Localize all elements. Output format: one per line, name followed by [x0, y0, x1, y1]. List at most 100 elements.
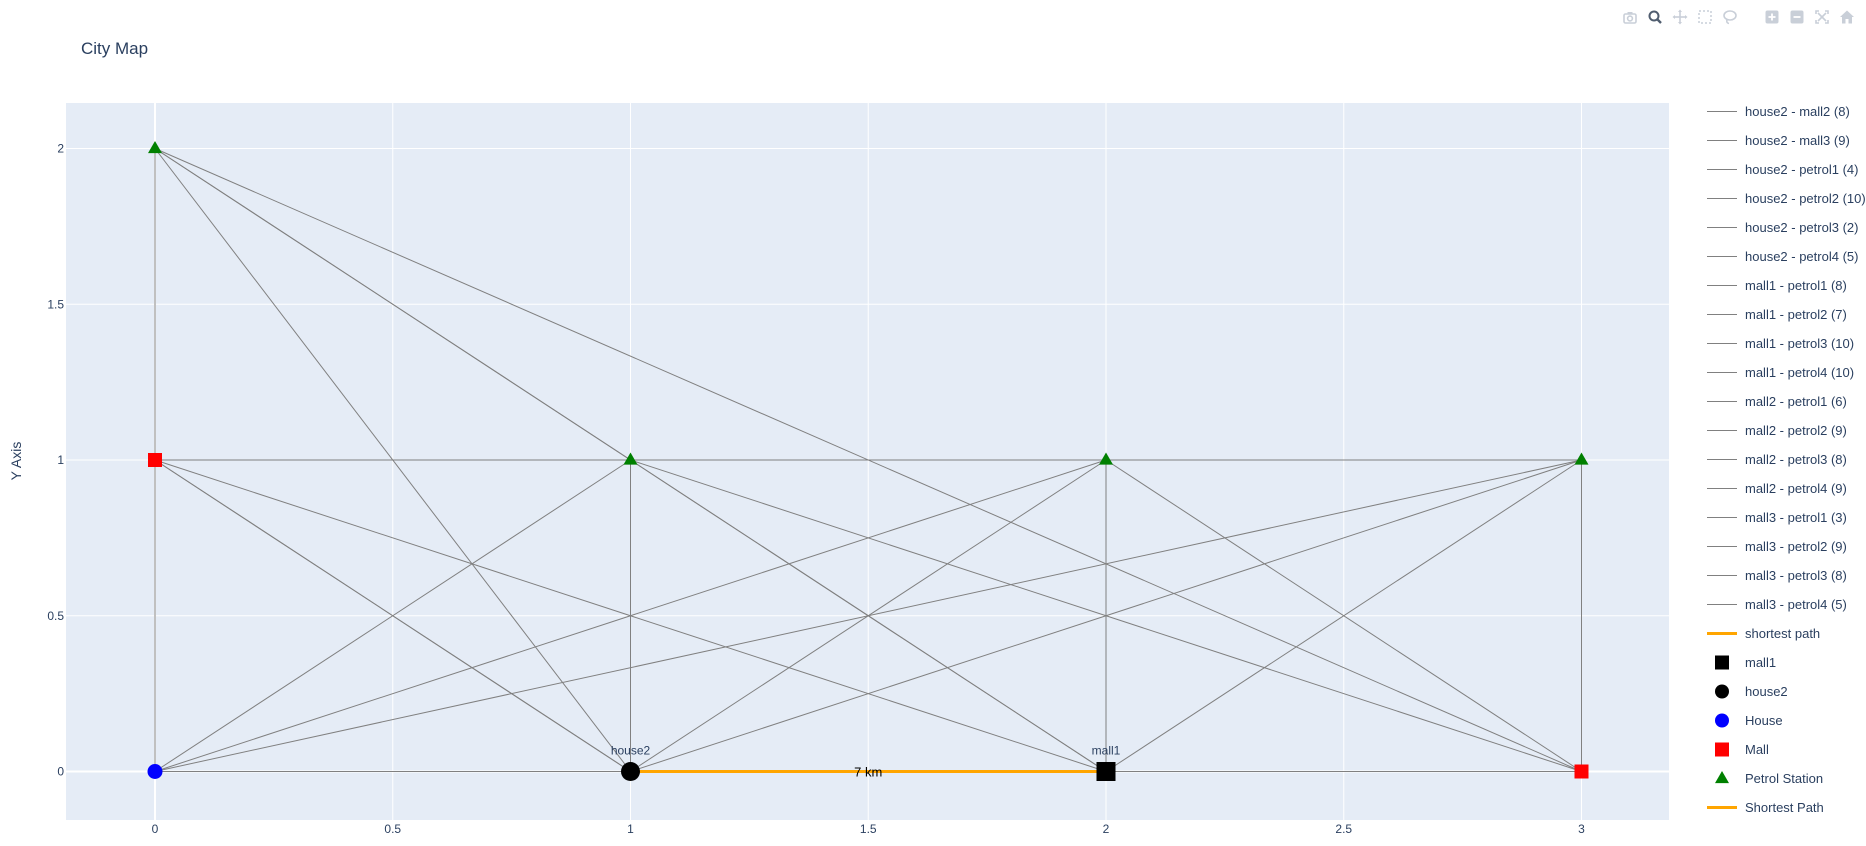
legend-item[interactable]: house2 - petrol1 (4)	[1703, 155, 1866, 184]
legend-item[interactable]: house2 - mall3 (9)	[1703, 126, 1866, 155]
legend-item[interactable]: house2 - petrol3 (2)	[1703, 213, 1866, 242]
legend-symbol	[1707, 169, 1737, 170]
legend-symbol	[1707, 372, 1737, 373]
edge-line[interactable]	[154, 148, 631, 461]
legend-item[interactable]: House	[1703, 706, 1866, 735]
legend-item[interactable]: mall1 - petrol4 (10)	[1703, 358, 1866, 387]
legend-label: house2 - petrol1 (4)	[1745, 162, 1859, 177]
house2-marker[interactable]	[621, 762, 640, 781]
nodes: mall1 house2	[147, 140, 1589, 781]
legend-item[interactable]: mall3 - petrol1 (3)	[1703, 503, 1866, 532]
x-tick-label: 3	[1578, 822, 1585, 836]
legend-label: mall3 - petrol1 (3)	[1745, 510, 1847, 525]
zoom-icon[interactable]	[1644, 6, 1666, 28]
autoscale-icon[interactable]	[1811, 6, 1833, 28]
legend-symbol	[1707, 111, 1737, 112]
legend-label: house2 - mall2 (8)	[1745, 104, 1850, 119]
legend-symbol	[1707, 604, 1737, 605]
legend-label: house2 - petrol2 (10)	[1745, 191, 1866, 206]
legend-marker[interactable]	[1715, 742, 1729, 757]
legend-label: Mall	[1745, 742, 1769, 757]
legend-label: house2 - petrol4 (5)	[1745, 249, 1859, 264]
edge-line[interactable]	[1105, 459, 1582, 772]
mall-marker[interactable]	[1574, 764, 1589, 779]
legend-symbol	[1715, 713, 1729, 728]
pan-icon[interactable]	[1669, 6, 1691, 28]
petrol-station-marker[interactable]	[1574, 452, 1589, 465]
plot-area[interactable]	[66, 103, 1669, 820]
edge-line[interactable]	[154, 459, 631, 772]
legend-symbol	[1707, 140, 1737, 141]
legend-item[interactable]: mall3 - petrol4 (5)	[1703, 590, 1866, 619]
legend-item[interactable]: Mall	[1703, 735, 1866, 764]
mall-marker[interactable]	[148, 453, 162, 467]
legend: house2 - mall2 (8) house2 - mall3 (9) hous…	[1703, 97, 1866, 822]
ticks: 0 0.5 1 1.5 2 2.5 3 0 0.5 1 1.5 2	[47, 142, 1585, 837]
reset-axes-icon[interactable]	[1836, 6, 1858, 28]
legend-item[interactable]: house2 - mall2 (8)	[1703, 97, 1866, 126]
legend-symbol	[1707, 285, 1737, 286]
legend-item[interactable]: mall2 - petrol4 (9)	[1703, 474, 1866, 503]
mall1-marker[interactable]	[1096, 762, 1116, 781]
legend-item[interactable]: mall1 - petrol1 (8)	[1703, 271, 1866, 300]
x-tick-label: 1.5	[860, 822, 877, 836]
legend-item[interactable]: mall3 - petrol2 (9)	[1703, 532, 1866, 561]
legend-item[interactable]: house2 - petrol2 (10)	[1703, 184, 1866, 213]
legend-symbol	[1707, 343, 1737, 344]
edge-line[interactable]	[154, 459, 1582, 772]
y-tick-label: 0.5	[47, 609, 64, 623]
legend-item[interactable]: Petrol Station	[1703, 764, 1866, 793]
legend-symbol	[1707, 227, 1737, 228]
legend-label: mall1 - petrol3 (10)	[1745, 336, 1855, 351]
legend-item[interactable]: mall2 - petrol1 (6)	[1703, 387, 1866, 416]
box-select-icon[interactable]	[1694, 6, 1716, 28]
legend-label: shortest path	[1745, 626, 1821, 641]
petrol-station-marker[interactable]	[623, 452, 638, 465]
legend-symbol	[1707, 198, 1737, 199]
camera-icon[interactable]	[1619, 6, 1641, 28]
legend-label: House	[1745, 713, 1783, 728]
legend-item[interactable]: shortest path	[1703, 619, 1866, 648]
legend-label: mall3 - petrol3 (8)	[1745, 568, 1847, 583]
legend-label: mall1 - petrol2 (7)	[1745, 307, 1847, 322]
shortest-path-annotation: 7 km	[854, 765, 882, 780]
legend-label: house2	[1745, 684, 1788, 699]
legend-marker[interactable]	[1715, 713, 1729, 728]
legend-item[interactable]: mall1	[1703, 648, 1866, 677]
house-marker[interactable]	[147, 764, 163, 779]
legend-symbol	[1707, 401, 1737, 402]
legend-item[interactable]: mall3 - petrol3 (8)	[1703, 561, 1866, 590]
legend-item[interactable]: mall2 - petrol3 (8)	[1703, 445, 1866, 474]
lasso-select-icon[interactable]	[1719, 6, 1741, 28]
legend-label: house2 - mall3 (9)	[1745, 133, 1850, 148]
petrol-station-marker[interactable]	[1099, 452, 1113, 465]
legend-label: Shortest Path	[1745, 800, 1824, 815]
legend-label: mall3 - petrol2 (9)	[1745, 539, 1847, 554]
x-tick-label: 0.5	[384, 822, 401, 836]
legend-symbol	[1707, 459, 1737, 460]
legend-label: mall3 - petrol4 (5)	[1745, 597, 1847, 612]
zoom-in-icon[interactable]	[1761, 6, 1783, 28]
legend-symbol	[1715, 742, 1729, 757]
legend-symbol	[1707, 488, 1737, 489]
legend-marker[interactable]	[1715, 684, 1729, 699]
y-axis-label: Y Axis	[8, 442, 24, 481]
legend-symbol	[1715, 655, 1729, 670]
legend-item[interactable]: mall1 - petrol2 (7)	[1703, 300, 1866, 329]
legend-marker[interactable]	[1715, 655, 1729, 670]
zoom-out-icon[interactable]	[1786, 6, 1808, 28]
legend-item[interactable]: house2	[1703, 677, 1866, 706]
legend-label: mall2 - petrol1 (6)	[1745, 394, 1847, 409]
legend-marker[interactable]	[1715, 770, 1729, 784]
legend-item[interactable]: mall1 - petrol3 (10)	[1703, 329, 1866, 358]
edge-line[interactable]	[630, 459, 1582, 772]
legend-label: mall1	[1745, 655, 1777, 670]
x-tick-label: 1	[627, 822, 634, 836]
petrol-station-marker[interactable]	[148, 140, 162, 154]
legend-item[interactable]: Shortest Path	[1703, 793, 1866, 822]
house2-label: house2	[611, 744, 651, 758]
legend-item[interactable]: house2 - petrol4 (5)	[1703, 242, 1866, 271]
edge-line[interactable]	[154, 459, 1107, 772]
legend-item[interactable]: mall2 - petrol2 (9)	[1703, 416, 1866, 445]
